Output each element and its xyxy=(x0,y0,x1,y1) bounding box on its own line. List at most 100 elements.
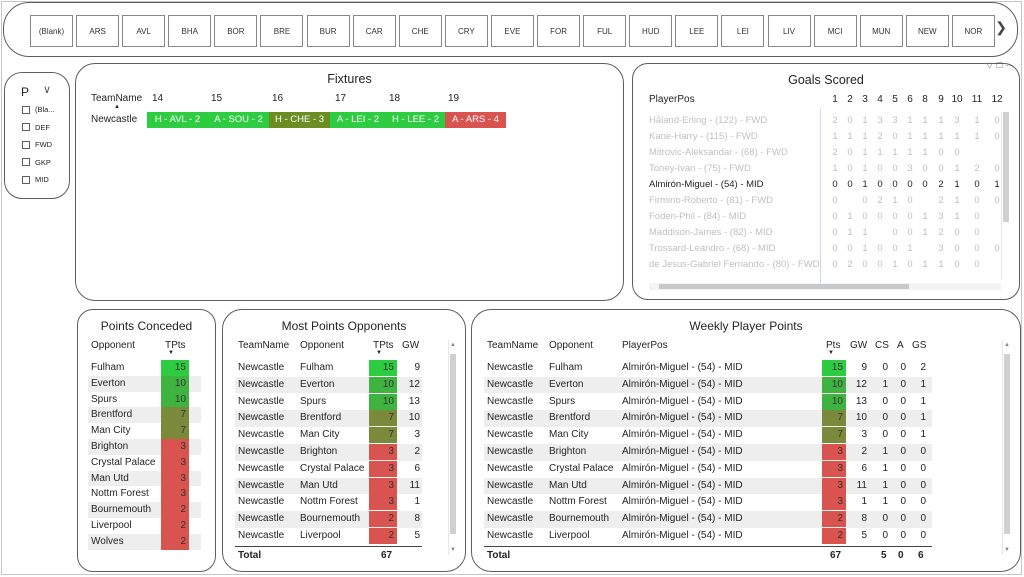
position-option[interactable]: GKP xyxy=(22,158,51,167)
team-button[interactable]: LEE xyxy=(675,15,719,47)
goals-row[interactable]: Almirón-Miguel - (54) - MID 0 0 1 0 0 0 0 2 1 0 1 xyxy=(649,179,1000,195)
team-button[interactable]: ARS xyxy=(76,15,120,47)
team-button[interactable]: HUD xyxy=(629,15,673,47)
checkbox[interactable] xyxy=(22,175,30,184)
team-button[interactable]: BOR xyxy=(214,15,258,47)
weekly-col-cs[interactable]: CS xyxy=(875,340,889,351)
goals-hscroll-thumb[interactable] xyxy=(659,284,909,289)
opponents-opponent: Brentford xyxy=(300,412,342,424)
goals-gw-header[interactable]: 9 xyxy=(938,94,944,105)
fixtures-gw-header[interactable]: 17 xyxy=(335,93,347,104)
goals-row[interactable]: Toney-Ivan - (75) - FWD 1 0 1 0 0 3 0 0 1 2 0 xyxy=(649,163,1000,179)
chevron-down-icon[interactable]: ∨ xyxy=(43,84,52,96)
weekly-col-a[interactable]: A xyxy=(897,340,904,351)
goals-row[interactable]: Kane-Harry - (115) - FWD 1 1 1 2 0 1 1 1 1 1 0 xyxy=(649,131,1000,147)
team-button[interactable]: FOR xyxy=(537,15,581,47)
position-option[interactable]: (Bla... xyxy=(22,105,55,114)
goals-row[interactable]: de Jesus-Gabriel Fernando - (80) - FWD 0 2… xyxy=(649,259,999,275)
team-button[interactable]: NEW xyxy=(905,15,949,47)
weekly-pts: 15 xyxy=(822,360,846,376)
checkbox[interactable] xyxy=(22,105,30,114)
goals-col-player[interactable]: PlayerPos xyxy=(649,94,695,105)
goals-row[interactable]: Maddison-James - (82) - MID 0 1 1 0 0 1 2 0 0 xyxy=(649,227,999,243)
goals-gw-header[interactable]: 4 xyxy=(877,94,883,105)
checkbox[interactable] xyxy=(22,158,30,166)
goals-gw-header[interactable]: 8 xyxy=(922,94,928,105)
goals-value: 3 xyxy=(877,115,883,126)
visual-toolbar[interactable]: ▽☐⋯ xyxy=(986,61,1017,70)
scroll-down-icon[interactable]: ▼ xyxy=(450,547,456,553)
fixtures-gw-header[interactable]: 18 xyxy=(389,93,401,104)
goals-gw-header[interactable]: 1 xyxy=(832,94,838,105)
goals-row[interactable]: Håland-Erling - (122) - FWD 2 0 1 3 3 1 1 1 3 1 0 xyxy=(649,115,1000,131)
position-option[interactable]: DEF xyxy=(22,123,50,132)
checkbox[interactable] xyxy=(22,123,30,131)
team-button[interactable]: BUR xyxy=(306,15,350,47)
goals-row[interactable]: Trossard-Leandro - (68) - MID 0 0 1 0 0 1 3 0 0 0 xyxy=(649,243,1000,259)
weekly-col-gw[interactable]: GW xyxy=(850,340,868,351)
goals-row[interactable]: Mitrovic-Aleksandar - (68) - FWD 2 0 1 1 1 1 1 0… xyxy=(649,147,999,163)
opponents-col-team[interactable]: TeamName xyxy=(238,340,290,351)
team-button[interactable]: CRY xyxy=(444,15,488,47)
weekly-a: 0 xyxy=(900,362,906,373)
team-button[interactable]: LIV xyxy=(767,15,811,47)
goals-vscroll-thumb[interactable] xyxy=(1003,112,1009,222)
fixtures-gw-header[interactable]: 16 xyxy=(272,93,284,104)
weekly-col-gs[interactable]: GS xyxy=(912,340,927,351)
goals-gw-header[interactable]: 11 xyxy=(971,94,983,105)
goals-gw-header[interactable]: 6 xyxy=(907,94,913,105)
fixtures-gw-header[interactable]: 15 xyxy=(211,93,223,104)
opponents-col-gw[interactable]: GW xyxy=(402,340,420,351)
team-button[interactable]: MCI xyxy=(813,15,857,47)
team-button[interactable]: LEI xyxy=(721,15,765,47)
conceded-col-opponent[interactable]: Opponent xyxy=(91,340,135,351)
goals-gw-header[interactable]: 5 xyxy=(892,94,898,105)
goals-gw-header[interactable]: 2 xyxy=(847,94,853,105)
goals-value: 0 xyxy=(974,195,980,206)
opponents-vscroll-thumb[interactable] xyxy=(450,354,456,534)
goals-gw-header[interactable]: 3 xyxy=(862,94,868,105)
position-option[interactable]: FWD xyxy=(22,140,52,149)
team-button[interactable]: BRE xyxy=(260,15,304,47)
team-button[interactable]: BHA xyxy=(168,15,212,47)
team-buttons: (Blank) ARS AVL BHA BOR BRE BUR CAR CHE CRY EVE FOR… xyxy=(30,15,998,47)
team-button[interactable]: AVL xyxy=(122,15,166,47)
team-button[interactable]: CAR xyxy=(352,15,396,47)
team-button[interactable]: CHE xyxy=(398,15,442,47)
fixtures-gw-header[interactable]: 14 xyxy=(152,93,164,104)
weekly-col-team[interactable]: TeamName xyxy=(487,340,539,351)
weekly-gw: 6 xyxy=(861,462,867,474)
weekly-col-opponent[interactable]: Opponent xyxy=(549,340,593,351)
team-button[interactable]: (Blank) xyxy=(30,15,73,47)
chevron-right-icon[interactable]: ❯ xyxy=(995,19,1007,35)
weekly-vscroll[interactable]: ▲ ▼ xyxy=(1002,340,1010,555)
team-button[interactable]: MUN xyxy=(859,15,903,47)
goals-gw-header[interactable]: 10 xyxy=(951,94,963,105)
team-button[interactable]: NOR xyxy=(951,15,995,47)
position-option[interactable]: MID xyxy=(22,175,49,184)
weekly-col-pts[interactable]: Pts xyxy=(826,340,841,351)
weekly-col-player[interactable]: PlayerPos xyxy=(622,340,668,351)
fixtures-gw-header[interactable]: 19 xyxy=(448,93,460,104)
fixtures-col-team[interactable]: TeamName xyxy=(91,93,143,104)
goals-row[interactable]: Foden-Phil - (84) - MID 0 1 0 0 0 0 1 3 1 0 xyxy=(649,211,999,227)
weekly-gs: 0 xyxy=(920,530,926,541)
checkbox[interactable] xyxy=(22,140,30,149)
goals-row[interactable]: Firmino-Roberto - (81) - FWD 0 0 2 1 0 2 1 0 0 xyxy=(649,195,1000,211)
goals-gw-header[interactable]: 12 xyxy=(991,94,1003,105)
opponents-col-opponent[interactable]: Opponent xyxy=(300,340,344,351)
team-button[interactable]: EVE xyxy=(490,15,534,47)
goals-value: 0 xyxy=(892,131,898,142)
weekly-vscroll-thumb[interactable] xyxy=(1004,354,1010,534)
scroll-up-icon[interactable]: ▲ xyxy=(450,342,456,348)
opponents-vscroll[interactable]: ▲ ▼ xyxy=(448,340,456,555)
team-button[interactable]: FUL xyxy=(583,15,627,47)
goals-vscroll[interactable] xyxy=(1001,112,1009,280)
scroll-down-icon[interactable]: ▼ xyxy=(1004,547,1010,553)
conceded-col-tpts[interactable]: TPts xyxy=(165,340,186,351)
opponents-col-tpts[interactable]: TPts xyxy=(373,340,394,351)
opponents-team: Newcastle xyxy=(238,462,285,474)
scroll-up-icon[interactable]: ▲ xyxy=(1004,342,1010,348)
goals-player-name: Toney-Ivan - (75) - FWD xyxy=(649,163,751,174)
goals-hscroll[interactable] xyxy=(649,283,1001,290)
